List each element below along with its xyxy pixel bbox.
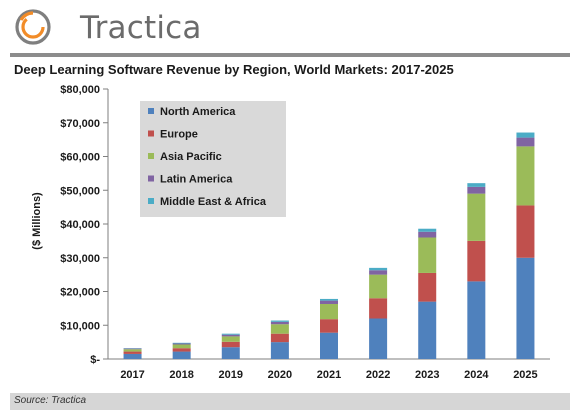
legend-swatch (148, 198, 154, 204)
bar-middle-east-africa-2020 (270, 320, 289, 322)
bar-latin-america-2021 (320, 300, 338, 304)
legend-label: Latin America (160, 174, 233, 186)
bar-asia-pacific-2021 (320, 303, 338, 320)
bar-latin-america-2022 (369, 270, 388, 275)
bar-asia-pacific-2018 (172, 344, 191, 349)
x-tick-label: 2022 (366, 369, 390, 381)
chart-title: Deep Learning Software Revenue by Region… (14, 62, 454, 77)
bar-latin-america-2023 (418, 231, 437, 238)
bar-middle-east-africa-2018 (172, 342, 191, 344)
x-tick-label: 2019 (219, 369, 243, 381)
y-tick-label: $10,000 (60, 320, 100, 332)
x-axis: 2017 2018 2019 2020 2021 2022 2023 2024 2025 (108, 358, 550, 381)
bar-europe-2017 (123, 351, 142, 354)
y-tick-label: $20,000 (60, 287, 100, 299)
x-tick-label: 2024 (464, 369, 489, 381)
legend-label: North America (160, 106, 236, 118)
bar-north-america-2019 (221, 347, 240, 359)
bar-asia-pacific-2023 (418, 237, 437, 273)
brand-name: Tractica (80, 10, 202, 46)
x-tick-label: 2025 (513, 369, 537, 381)
bar-middle-east-africa-2025 (516, 132, 535, 138)
legend-label: Middle East & Africa (160, 196, 267, 208)
bar-north-america-2020 (270, 342, 289, 359)
x-tick-label: 2017 (120, 369, 144, 381)
y-axis-label: ($ Millions) (31, 192, 43, 250)
bar-north-america-2025 (516, 257, 535, 359)
bar-middle-east-africa-2024 (467, 183, 486, 187)
y-tick-label: $80,000 (60, 84, 100, 96)
bar-middle-east-africa-2022 (369, 267, 388, 271)
bar-middle-east-africa-2021 (320, 298, 338, 301)
bar-latin-america-2017 (123, 348, 142, 350)
tractica-logo-mark-icon (15, 9, 51, 45)
bar-europe-2024 (467, 240, 486, 282)
y-tick-label: $30,000 (60, 253, 100, 265)
tractica-logo: Tractica (14, 6, 264, 48)
bar-north-america-2024 (467, 281, 486, 359)
legend: North America Europe Asia Pacific Latin Ame… (140, 101, 286, 217)
x-tick-label: 2020 (268, 369, 292, 381)
y-tick-label: $70,000 (60, 118, 100, 130)
source-note: Source: Tractica (14, 395, 87, 406)
bar-europe-2018 (172, 348, 191, 352)
y-tick-label: $50,000 (60, 185, 100, 197)
bar-middle-east-africa-2019 (221, 333, 240, 335)
legend-box (140, 101, 286, 217)
bar-europe-2023 (418, 272, 437, 302)
bar-asia-pacific-2020 (270, 324, 289, 334)
bar-latin-america-2019 (221, 334, 240, 337)
x-tick-label: 2021 (317, 369, 341, 381)
bar-europe-2022 (369, 298, 388, 319)
y-tick-label: $40,000 (60, 219, 100, 231)
y-tick-label: $60,000 (60, 152, 100, 164)
bar-latin-america-2024 (467, 186, 486, 194)
bar-north-america-2017 (123, 353, 142, 359)
x-tick-label: 2018 (169, 369, 193, 381)
legend-swatch (148, 175, 154, 182)
bar-north-america-2021 (320, 332, 338, 359)
bar-asia-pacific-2025 (516, 146, 535, 206)
bar-north-america-2023 (418, 301, 437, 359)
bar-middle-east-africa-2023 (418, 228, 437, 232)
header-divider (10, 53, 570, 57)
x-tick-label: 2023 (415, 369, 439, 381)
bar-europe-2021 (320, 319, 338, 333)
legend-swatch (148, 108, 154, 114)
legend-label: Asia Pacific (160, 151, 222, 163)
bar-europe-2020 (270, 333, 289, 343)
bar-north-america-2022 (369, 318, 388, 359)
legend-swatch (148, 130, 154, 137)
bar-north-america-2018 (172, 351, 191, 359)
bar-latin-america-2018 (172, 343, 191, 345)
bar-europe-2025 (516, 205, 535, 258)
legend-swatch (148, 153, 154, 159)
bar-asia-pacific-2019 (221, 336, 240, 342)
bar-asia-pacific-2024 (467, 193, 486, 241)
bar-asia-pacific-2017 (123, 349, 142, 352)
bar-europe-2019 (221, 341, 240, 348)
y-tick-label: $- (90, 354, 100, 366)
bar-asia-pacific-2022 (369, 274, 388, 299)
bar-latin-america-2025 (516, 137, 535, 147)
bar-latin-america-2020 (270, 321, 289, 325)
bars (123, 132, 535, 359)
footer-bar (10, 393, 570, 410)
y-axis: $- $10,000 $20,000 $30,000 $40,000 $50,000 $60… (60, 84, 109, 366)
legend-label: Europe (160, 129, 198, 141)
